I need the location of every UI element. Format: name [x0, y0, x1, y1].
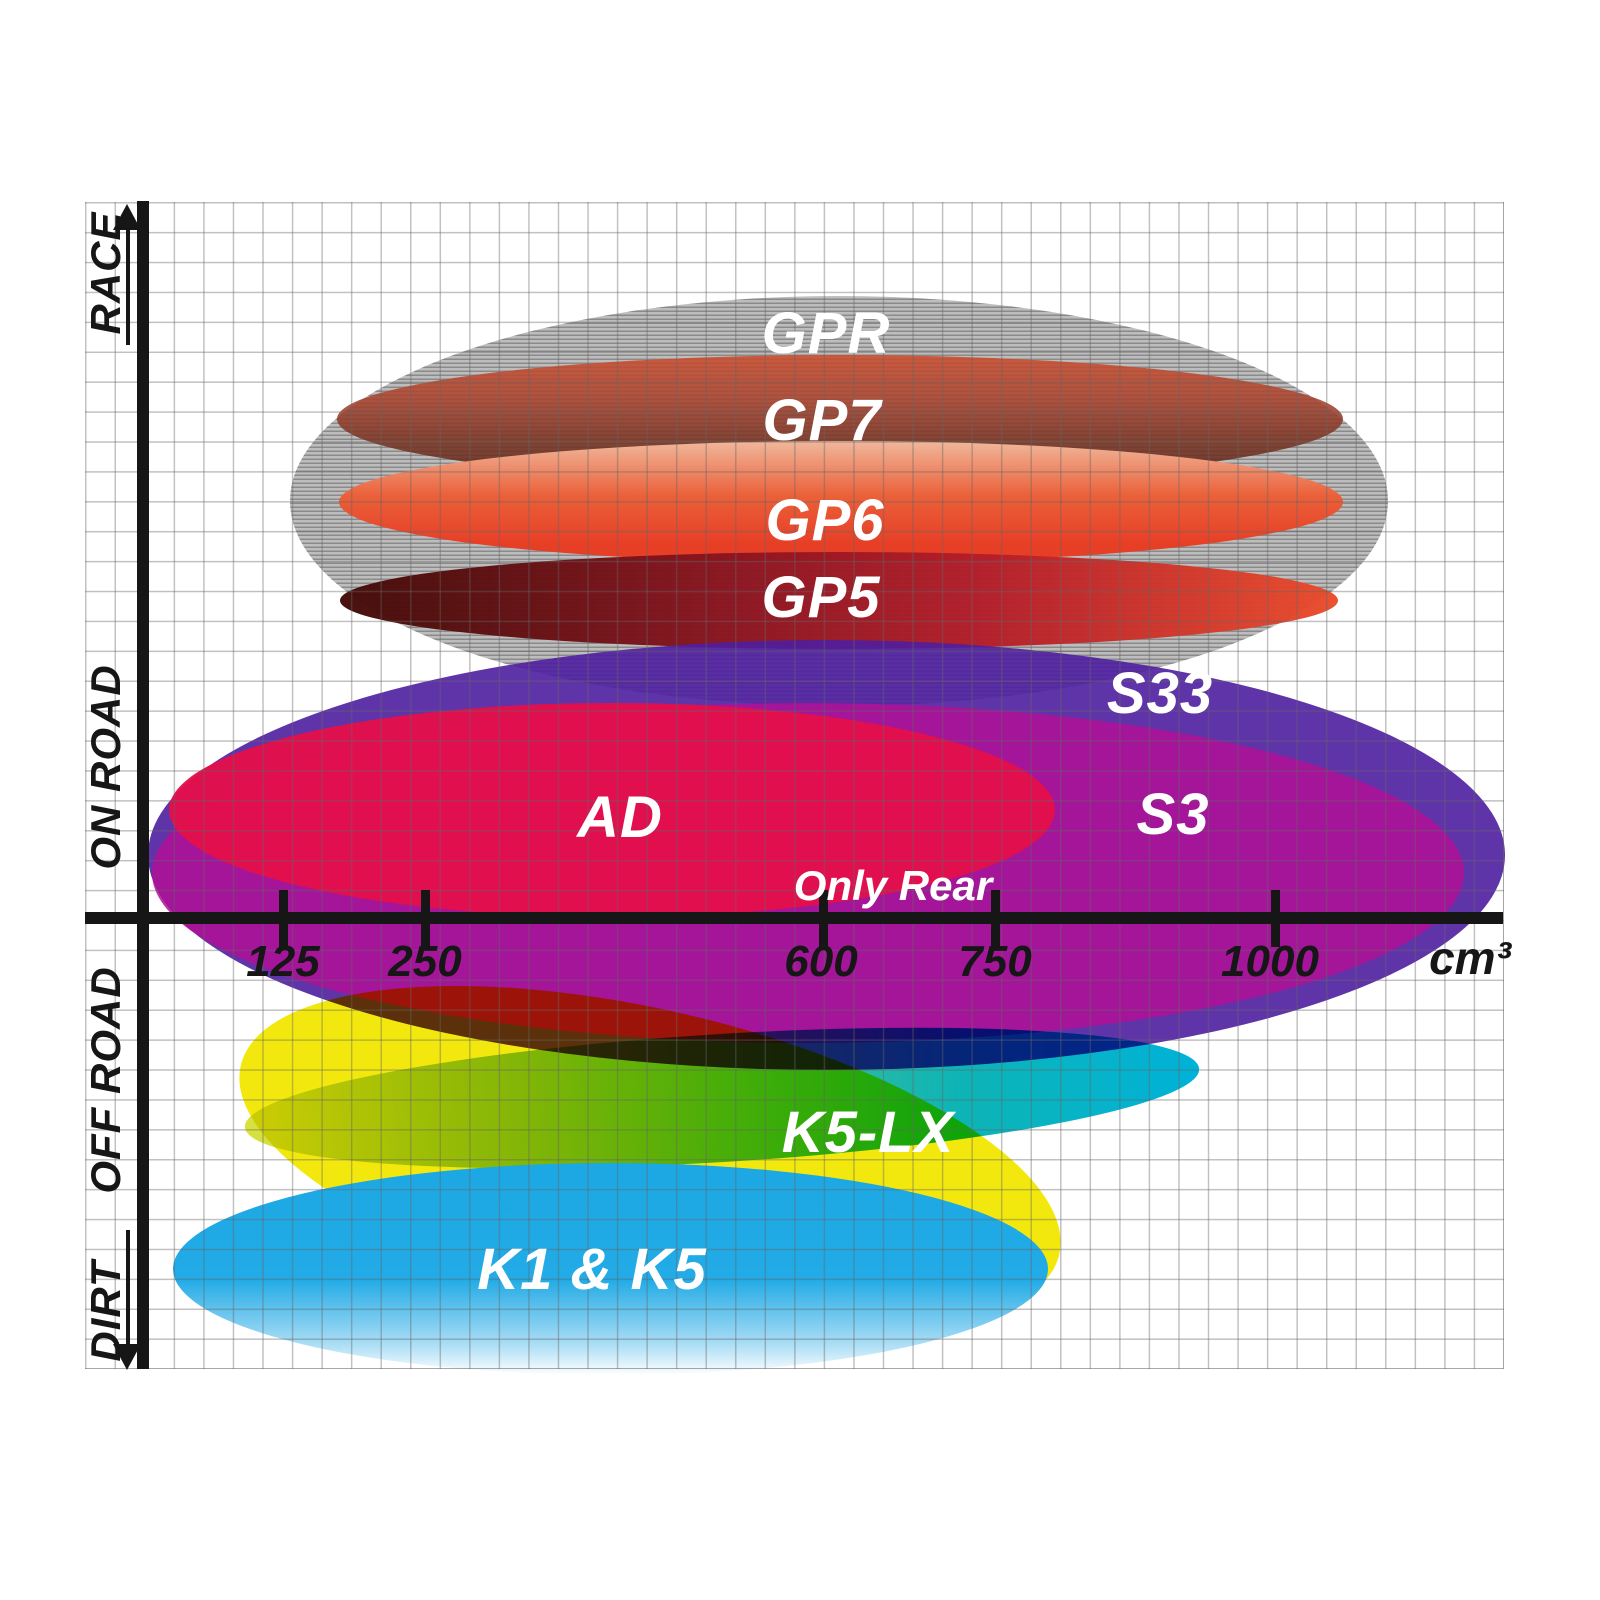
dirt-down-arrow-icon [113, 1344, 141, 1370]
x-tick-label-250: 250 [388, 937, 462, 986]
region-label-s33: S33 [1106, 661, 1214, 726]
y-band-label-offroad: OFF ROAD [82, 966, 129, 1194]
race-up-arrow-icon [113, 204, 141, 230]
y-axis-line [137, 201, 149, 1369]
x-tick-label-600: 600 [784, 937, 858, 986]
x-tick-250 [421, 890, 430, 947]
x-tick-1000 [1271, 890, 1280, 947]
region-k1k5-ellipse [173, 1163, 1048, 1375]
race-up-arrow-shaft [126, 228, 130, 345]
only-rear-label: Only Rear [793, 862, 993, 909]
region-label-ad: AD [577, 785, 663, 850]
region-gp5-ellipse [340, 552, 1338, 649]
region-label-s3: S3 [1136, 782, 1210, 847]
region-label-k1k5: K1 & K5 [477, 1237, 707, 1302]
region-label-gp5: GP5 [761, 565, 881, 630]
x-axis-line [85, 912, 1503, 924]
region-gp6-ellipse [339, 441, 1343, 563]
x-tick-label-1000: 1000 [1221, 937, 1319, 986]
x-tick-750 [991, 890, 1000, 947]
y-band-label-onroad: ON ROAD [82, 664, 129, 870]
x-axis-unit-label: cm³ [1429, 932, 1511, 984]
x-tick-label-125: 125 [246, 937, 320, 986]
region-label-gpr: GPR [761, 301, 891, 366]
region-label-k5lx: K5-LX [781, 1100, 955, 1165]
region-label-gp7: GP7 [762, 388, 882, 453]
x-tick-125 [279, 890, 288, 947]
region-ad-ellipse [169, 703, 1055, 917]
x-tick-label-750: 750 [958, 937, 1032, 986]
region-label-gp6: GP6 [765, 488, 885, 553]
x-tick-600 [819, 890, 828, 947]
dirt-down-arrow-shaft [126, 1230, 130, 1347]
